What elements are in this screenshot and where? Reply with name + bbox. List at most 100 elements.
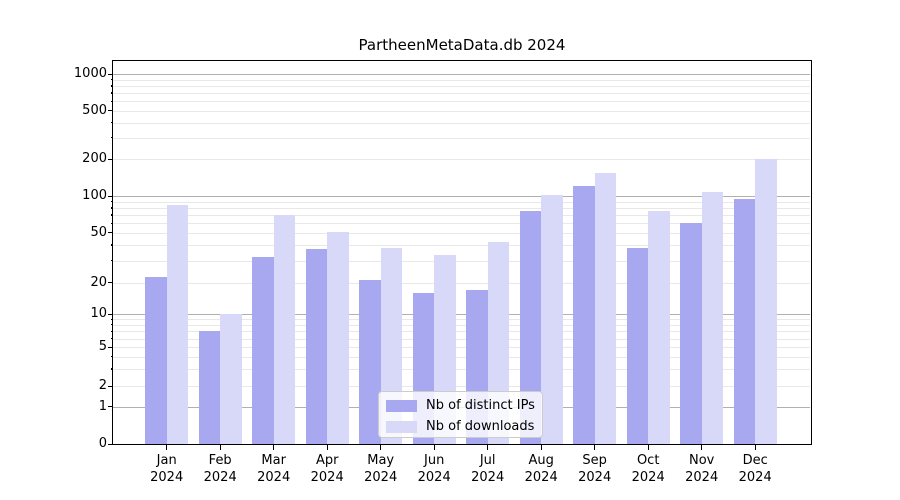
- gridline-minor: [113, 324, 810, 326]
- y-minor-tick-mark: [110, 356, 113, 358]
- gridline-2: [113, 386, 810, 387]
- plot-border: [112, 60, 812, 445]
- y-tick-label-1: 1: [98, 398, 107, 414]
- bar-downloads-dec: [755, 159, 777, 444]
- bar-downloads-mar: [273, 214, 296, 444]
- y-tick-label-5: 5: [98, 339, 107, 355]
- gridline-minor: [113, 244, 810, 246]
- y-tick-label-500: 500: [82, 102, 107, 118]
- gridline-minor: [113, 368, 810, 370]
- y-tick-label-20: 20: [90, 274, 107, 290]
- gridline-50: [113, 232, 810, 234]
- y-minor-tick-mark: [110, 100, 113, 102]
- bar-distinct-ips-aug: [519, 211, 542, 444]
- y-minor-tick-mark: [110, 330, 113, 332]
- gridline-minor: [113, 214, 810, 216]
- x-tick-mark-jun: [433, 445, 435, 450]
- y-tick-mark-500: [108, 110, 113, 112]
- y-minor-tick-mark: [110, 318, 113, 320]
- x-tick-mark-sep: [594, 445, 596, 450]
- gridline-100: [113, 196, 810, 197]
- legend-label-downloads: Nb of downloads: [426, 419, 535, 434]
- y-minor-tick-mark: [110, 207, 113, 209]
- chart-title: PartheenMetaData.db 2024: [358, 36, 566, 54]
- y-tick-mark-2: [108, 385, 113, 387]
- y-tick-label-10: 10: [90, 306, 107, 321]
- legend-item-downloads: Nb of downloads: [386, 418, 542, 436]
- y-tick-mark-0: [108, 443, 113, 445]
- bar-distinct-ips-oct: [626, 247, 649, 444]
- y-tick-mark-20: [108, 282, 113, 284]
- y-minor-tick-mark: [110, 260, 113, 262]
- x-tick-label-dec: Dec 2024: [738, 453, 772, 485]
- x-tick-mark-aug: [540, 445, 542, 450]
- y-tick-mark-5: [108, 346, 113, 348]
- x-tick-label-sep: Sep 2024: [578, 453, 612, 485]
- x-tick-mark-jan: [166, 445, 168, 450]
- y-tick-label-0: 0: [98, 436, 107, 451]
- bar-distinct-ips-apr: [305, 249, 328, 444]
- gridline-minor: [113, 79, 810, 81]
- legend-swatch-distinct-ips: [386, 400, 417, 412]
- x-tick-mark-mar: [273, 445, 275, 450]
- x-tick-label-nov: Nov 2024: [685, 453, 719, 485]
- y-tick-mark-50: [108, 232, 113, 234]
- x-tick-label-may: May 2024: [364, 453, 398, 485]
- y-tick-mark-100: [108, 195, 113, 197]
- bar-downloads-oct: [648, 211, 670, 444]
- gridline-5: [113, 347, 810, 349]
- y-tick-mark-200: [108, 158, 113, 160]
- legend-label-distinct-ips: Nb of distinct IPs: [426, 398, 535, 413]
- x-tick-label-jun: Jun 2024: [417, 453, 451, 485]
- bar-downloads-apr: [327, 231, 349, 444]
- y-minor-tick-mark: [110, 79, 113, 81]
- y-minor-tick-mark: [110, 324, 113, 326]
- y-tick-label-100: 100: [82, 188, 107, 203]
- gridline-minor: [113, 92, 810, 94]
- x-tick-mark-jul: [487, 445, 489, 450]
- bar-downloads-nov: [701, 192, 724, 444]
- bar-distinct-ips-dec: [733, 198, 756, 444]
- x-tick-label-feb: Feb 2024: [203, 453, 237, 485]
- gridline-minor: [113, 260, 810, 262]
- bar-downloads-feb: [220, 314, 242, 444]
- x-tick-label-oct: Oct 2024: [631, 453, 665, 485]
- x-tick-mark-dec: [754, 445, 756, 450]
- y-minor-tick-mark: [110, 222, 113, 224]
- bar-distinct-ips-nov: [680, 223, 702, 444]
- y-minor-tick-mark: [110, 214, 113, 216]
- gridline-minor: [113, 201, 810, 203]
- gridline-minor: [113, 319, 810, 321]
- gridline-minor: [113, 223, 810, 225]
- x-tick-label-jan: Jan 2024: [150, 453, 184, 485]
- x-tick-label-mar: Mar 2024: [257, 453, 291, 485]
- y-minor-tick-mark: [110, 368, 113, 370]
- gridline-minor: [113, 101, 810, 103]
- y-tick-label-50: 50: [90, 224, 107, 240]
- x-tick-mark-apr: [326, 445, 328, 450]
- y-minor-tick-mark: [110, 122, 113, 124]
- gridline-minor: [113, 207, 810, 209]
- gridline-minor: [113, 356, 810, 358]
- y-minor-tick-mark: [110, 338, 113, 340]
- gridline-10: [113, 314, 810, 315]
- gridline-minor: [113, 122, 810, 124]
- y-minor-tick-mark: [110, 201, 113, 203]
- x-tick-label-jul: Jul 2024: [471, 453, 505, 485]
- y-minor-tick-mark: [110, 92, 113, 94]
- bar-downloads-sep: [594, 172, 617, 444]
- gridline-200: [113, 159, 810, 161]
- x-tick-mark-may: [380, 445, 382, 450]
- x-tick-mark-feb: [219, 445, 221, 450]
- y-tick-mark-10: [108, 313, 113, 315]
- gridline-minor: [113, 137, 810, 139]
- bar-downloads-aug: [541, 194, 563, 444]
- bar-distinct-ips-mar: [252, 257, 274, 444]
- y-minor-tick-mark: [110, 137, 113, 139]
- gridline-minor: [113, 85, 810, 87]
- bar-distinct-ips-sep: [573, 186, 595, 444]
- x-tick-mark-oct: [647, 445, 649, 450]
- y-tick-mark-1: [108, 406, 113, 408]
- legend-swatch-downloads: [386, 421, 417, 433]
